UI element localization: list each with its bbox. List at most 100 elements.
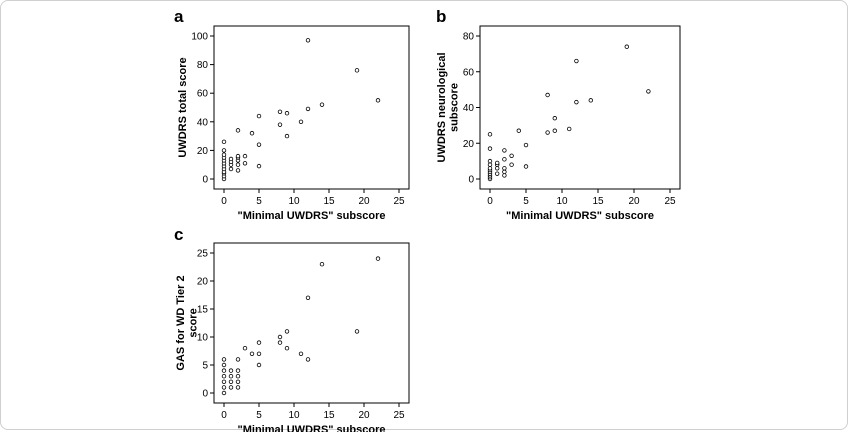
panel-a-data-point	[256, 142, 262, 147]
panel-c-data-point	[235, 357, 241, 362]
panel-a-data-point	[242, 153, 248, 159]
panel-a-ytick-label: 60	[197, 89, 209, 100]
panel-a-data-point	[354, 68, 360, 73]
panel-b-x-axis-label: "Minimal UWDRS" subscore	[506, 210, 654, 222]
panel-c-data-point	[375, 256, 381, 261]
panel-b-data-point	[646, 89, 651, 94]
panel-a-xtick-label: 25	[393, 196, 405, 207]
panel-a-plot-frame	[213, 25, 410, 190]
panel-a-xtick-label: 20	[358, 196, 370, 207]
panel-c-data-point	[221, 385, 227, 390]
panel-a-data-point	[298, 119, 304, 124]
panel-b-data-point	[516, 128, 521, 133]
panel-a-data-point	[221, 148, 227, 153]
panel-b-xtick-label: 15	[592, 196, 604, 207]
panel-a-ytick-label: 20	[197, 146, 209, 157]
panel-c-letter: c	[174, 225, 183, 244]
panel-a-data-point	[305, 38, 311, 43]
panel-b-data-point	[502, 169, 507, 175]
panel-b-xtick-label: 20	[628, 196, 640, 207]
panel-b-data-point	[588, 98, 593, 103]
panel-c-data-point	[305, 295, 311, 300]
panel-b-xtick-label: 10	[556, 196, 568, 207]
panel-c-data-point	[221, 379, 227, 384]
panel-b-data-point	[487, 132, 493, 137]
panel-b-data-point	[502, 157, 507, 162]
panel-a-letter: a	[174, 7, 184, 26]
panel-a-data-point	[235, 162, 241, 167]
panel-a-y-axis-label: UWDRS total score	[177, 57, 189, 157]
panel-b-data-point	[502, 148, 507, 153]
panel-b-data-point	[545, 130, 550, 135]
panel-a-data-point	[284, 111, 290, 116]
panel-b-ytick-label: 40	[463, 103, 475, 114]
panel-b-data-point	[509, 153, 514, 158]
panel-a-data-point	[228, 166, 234, 172]
panel-b-data-point	[574, 58, 579, 64]
panel-c-x-axis-label: "Minimal UWDRS" subscore	[238, 424, 386, 432]
panel-b-data-point	[552, 128, 557, 133]
panel-a-xtick-label: 10	[288, 196, 300, 207]
panel-c-data-point	[221, 362, 227, 368]
panel-c-data-point	[298, 351, 304, 356]
panel-a-data-point	[375, 98, 381, 103]
panel-c-data-point	[284, 329, 290, 334]
panel-c-xtick-label: 5	[256, 410, 262, 421]
panel-a-data-point	[221, 152, 227, 157]
panel-a-data-point	[256, 163, 262, 169]
panel-a-data-point	[256, 113, 262, 119]
panel-b-data-point	[545, 92, 550, 98]
panel-b-data-point	[523, 142, 529, 148]
panel-a-xtick-label: 15	[323, 196, 335, 207]
panel-b-xtick-label: 25	[664, 196, 676, 207]
panel-c-data-point	[228, 385, 234, 390]
panel-b-data-point	[574, 99, 579, 105]
panel-c-xtick-label: 10	[288, 410, 300, 421]
panel-c-data-point	[221, 357, 227, 362]
panel-c-data-point	[228, 368, 234, 373]
panel-c-data-point	[305, 357, 311, 362]
panel-c-ytick-label: 0	[202, 389, 208, 400]
panel-b-y-axis-label: UWDRS neurologicalsubscore	[436, 52, 461, 162]
panel-c-data-point	[228, 379, 234, 384]
panel-c-data-point	[235, 368, 241, 373]
panel-b-xtick-label: 5	[523, 196, 529, 207]
panel-c-data-point	[256, 340, 262, 345]
panel-c-xtick-label: 15	[323, 410, 335, 421]
panel-b-data-point	[624, 44, 629, 49]
panel-a-data-point	[277, 122, 283, 127]
panel-a-x-axis-label: "Minimal UWDRS" subscore	[238, 210, 386, 222]
panel-a-xtick-label: 5	[256, 196, 262, 207]
panel-c-data-point	[221, 368, 227, 373]
panel-c-ytick-label: 20	[197, 277, 209, 288]
panel-b-ytick-label: 0	[468, 175, 474, 186]
panel-c-data-point	[354, 329, 360, 334]
panel-c-xtick-label: 25	[393, 410, 405, 421]
panel-c-data-point	[235, 374, 241, 379]
panel-b-ytick-label: 20	[463, 139, 475, 150]
panel-b-data-point	[495, 171, 500, 176]
panel-a-data-point	[305, 106, 311, 112]
panel-b-data-point	[502, 173, 507, 178]
panel-c-data-point	[256, 362, 262, 368]
panel-c-data-point	[235, 379, 241, 384]
panel-a-data-point	[228, 156, 234, 162]
panel-b-ytick-label: 80	[463, 32, 475, 43]
panel-b-data-point	[502, 166, 507, 171]
panel-b-data-point	[487, 146, 493, 151]
panel-a-data-point	[242, 161, 248, 166]
panel-a-data-point	[235, 128, 241, 133]
panel-b-data-point	[552, 116, 557, 121]
panel-c-ytick-label: 5	[202, 361, 208, 372]
panel-c-data-point	[221, 374, 227, 379]
panel-b-data-point	[487, 166, 493, 171]
panel-a-data-point	[284, 133, 290, 139]
panel-c-data-point	[277, 340, 283, 345]
panel-b-data-point	[495, 160, 500, 166]
panel-a-ytick-label: 80	[197, 60, 209, 71]
panel-c-data-point	[284, 346, 290, 351]
panel-b-xtick-label: 0	[487, 196, 493, 207]
panel-c-y-axis-label: GAS for WD Tier 2score	[175, 275, 200, 370]
